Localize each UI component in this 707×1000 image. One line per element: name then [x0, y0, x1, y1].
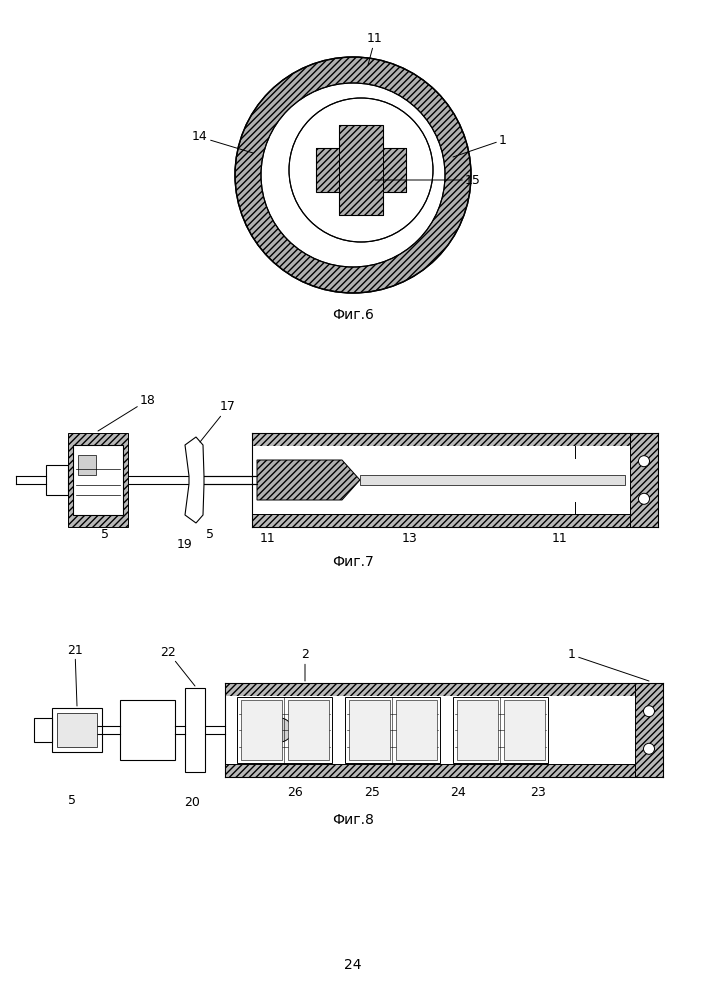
Circle shape — [268, 718, 292, 742]
Bar — [185, 688, 205, 772]
Text: 14: 14 — [192, 130, 253, 153]
Bar — [237, 697, 332, 763]
Bar — [34, 718, 52, 742]
Text: Фиг.6: Фиг.6 — [332, 308, 374, 322]
Text: 21: 21 — [67, 644, 83, 706]
Bar — [316, 125, 339, 148]
Bar — [68, 433, 128, 527]
Text: 11: 11 — [552, 532, 568, 544]
Text: 5: 5 — [101, 528, 109, 540]
Bar — [345, 697, 440, 763]
Bar — [316, 148, 406, 192]
Text: 22: 22 — [160, 646, 195, 686]
Bar — [396, 700, 437, 760]
Text: 26: 26 — [287, 786, 303, 798]
Text: Фиг.7: Фиг.7 — [332, 555, 374, 569]
Bar — [46, 465, 68, 495]
Text: 11: 11 — [367, 32, 383, 65]
Bar — [457, 700, 498, 760]
Bar — [225, 764, 635, 777]
Bar — [630, 433, 658, 527]
Bar — [360, 475, 625, 485]
Circle shape — [235, 57, 471, 293]
Text: 25: 25 — [364, 786, 380, 798]
Bar — [288, 700, 329, 760]
Circle shape — [638, 456, 650, 467]
Text: 24: 24 — [450, 786, 466, 798]
Bar — [120, 700, 175, 760]
Bar — [195, 476, 257, 484]
Polygon shape — [257, 460, 360, 500]
Bar — [225, 683, 635, 696]
Text: 24: 24 — [344, 958, 362, 972]
Circle shape — [261, 83, 445, 267]
Text: 13: 13 — [402, 532, 418, 544]
Text: 23: 23 — [530, 786, 546, 798]
Text: 18: 18 — [98, 393, 156, 431]
Bar — [252, 514, 630, 527]
Text: 20: 20 — [184, 796, 200, 808]
Circle shape — [289, 98, 433, 242]
Circle shape — [643, 743, 655, 754]
Bar — [383, 192, 406, 215]
Bar — [57, 713, 97, 747]
Text: 1: 1 — [568, 648, 649, 681]
Text: 2: 2 — [301, 648, 309, 681]
Bar — [316, 192, 339, 215]
Text: 5: 5 — [206, 528, 214, 540]
Bar — [241, 700, 282, 760]
Text: 1: 1 — [453, 133, 507, 157]
Text: 15: 15 — [375, 174, 481, 186]
Bar — [252, 446, 630, 514]
Bar — [73, 445, 123, 515]
Text: 5: 5 — [68, 794, 76, 806]
Text: 17: 17 — [200, 400, 236, 442]
Circle shape — [638, 493, 650, 504]
Text: Фиг.8: Фиг.8 — [332, 813, 374, 827]
Circle shape — [643, 706, 655, 717]
Bar — [349, 700, 390, 760]
Bar — [225, 696, 635, 764]
Polygon shape — [185, 437, 204, 523]
Bar — [339, 125, 383, 215]
Text: 19: 19 — [177, 538, 193, 552]
Bar — [453, 697, 548, 763]
Bar — [78, 455, 96, 475]
Bar — [504, 700, 545, 760]
Bar — [383, 125, 406, 148]
Bar — [52, 708, 102, 752]
Bar — [252, 433, 630, 446]
Text: 11: 11 — [260, 532, 276, 544]
Bar — [635, 683, 663, 777]
